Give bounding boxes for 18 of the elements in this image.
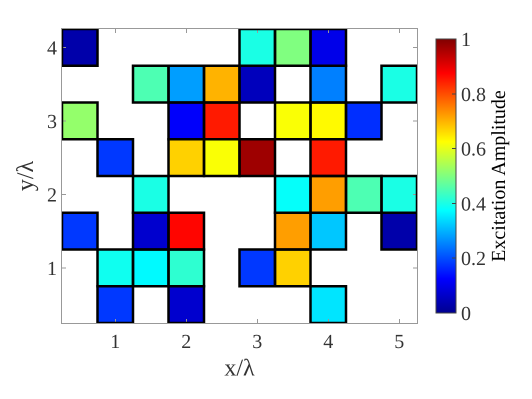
y-tick-label: 1	[47, 258, 57, 280]
y-axis-title: y/λ	[13, 160, 40, 192]
x-tick-label: 1	[110, 331, 120, 353]
color-bar-label: 0.6	[461, 138, 486, 161]
color-bar-label: 0	[461, 303, 471, 325]
x-tick-label: 2	[181, 331, 192, 353]
color-bar-label: 0.4	[461, 193, 486, 216]
x-axis-title: x/λ	[224, 355, 256, 382]
color-bar-label: 1	[461, 29, 471, 51]
x-tick-label: 3	[252, 331, 262, 353]
y-tick-label: 4	[47, 37, 57, 60]
x-tick-label: 5	[394, 331, 404, 353]
y-tick-label: 2	[47, 184, 57, 206]
color-bar-title: Excitation Amplitude	[488, 90, 510, 262]
x-tick-label: 4	[323, 331, 334, 353]
y-tick-label: 3	[47, 110, 57, 133]
color-bar-label: 0.8	[461, 84, 486, 106]
color-bar-label: 0.2	[461, 248, 486, 270]
